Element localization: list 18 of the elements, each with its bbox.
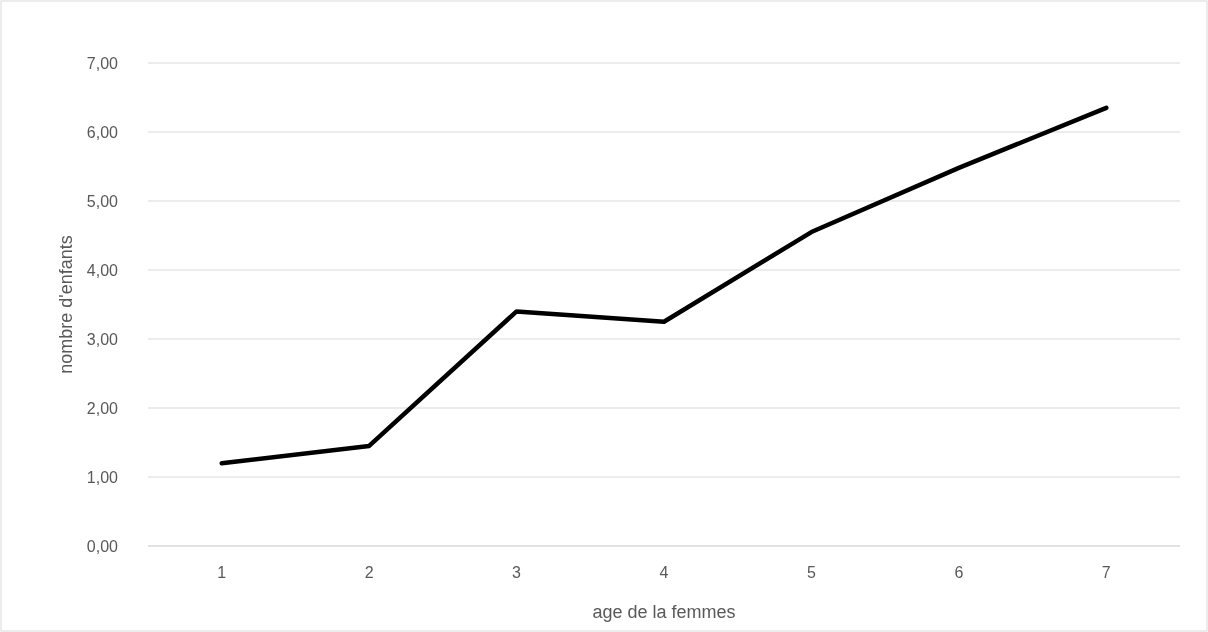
- line-series: [219, 105, 1109, 466]
- x-axis-title: age de la femmes: [592, 602, 736, 622]
- y-tick-label: 5,00: [86, 192, 119, 210]
- y-tick-label: 6,00: [86, 123, 119, 141]
- x-tick-label: 1: [217, 564, 227, 581]
- y-tick-label: 1,00: [86, 468, 119, 486]
- x-tick-label: 6: [954, 564, 964, 581]
- x-tick-label: 7: [1101, 564, 1111, 581]
- x-tick-label: 3: [512, 564, 522, 581]
- x-tick-label: 5: [806, 564, 816, 581]
- y-tick-label: 0,00: [86, 537, 119, 555]
- x-tick-label: 4: [659, 564, 669, 581]
- y-tick-label: 7,00: [86, 54, 119, 72]
- y-axis-title: nombre d'enfants: [56, 235, 76, 374]
- y-tick-label: 3,00: [86, 330, 119, 348]
- x-tick-label: 2: [364, 564, 374, 581]
- y-tick-label: 4,00: [86, 261, 119, 279]
- y-tick-label: 2,00: [86, 399, 119, 417]
